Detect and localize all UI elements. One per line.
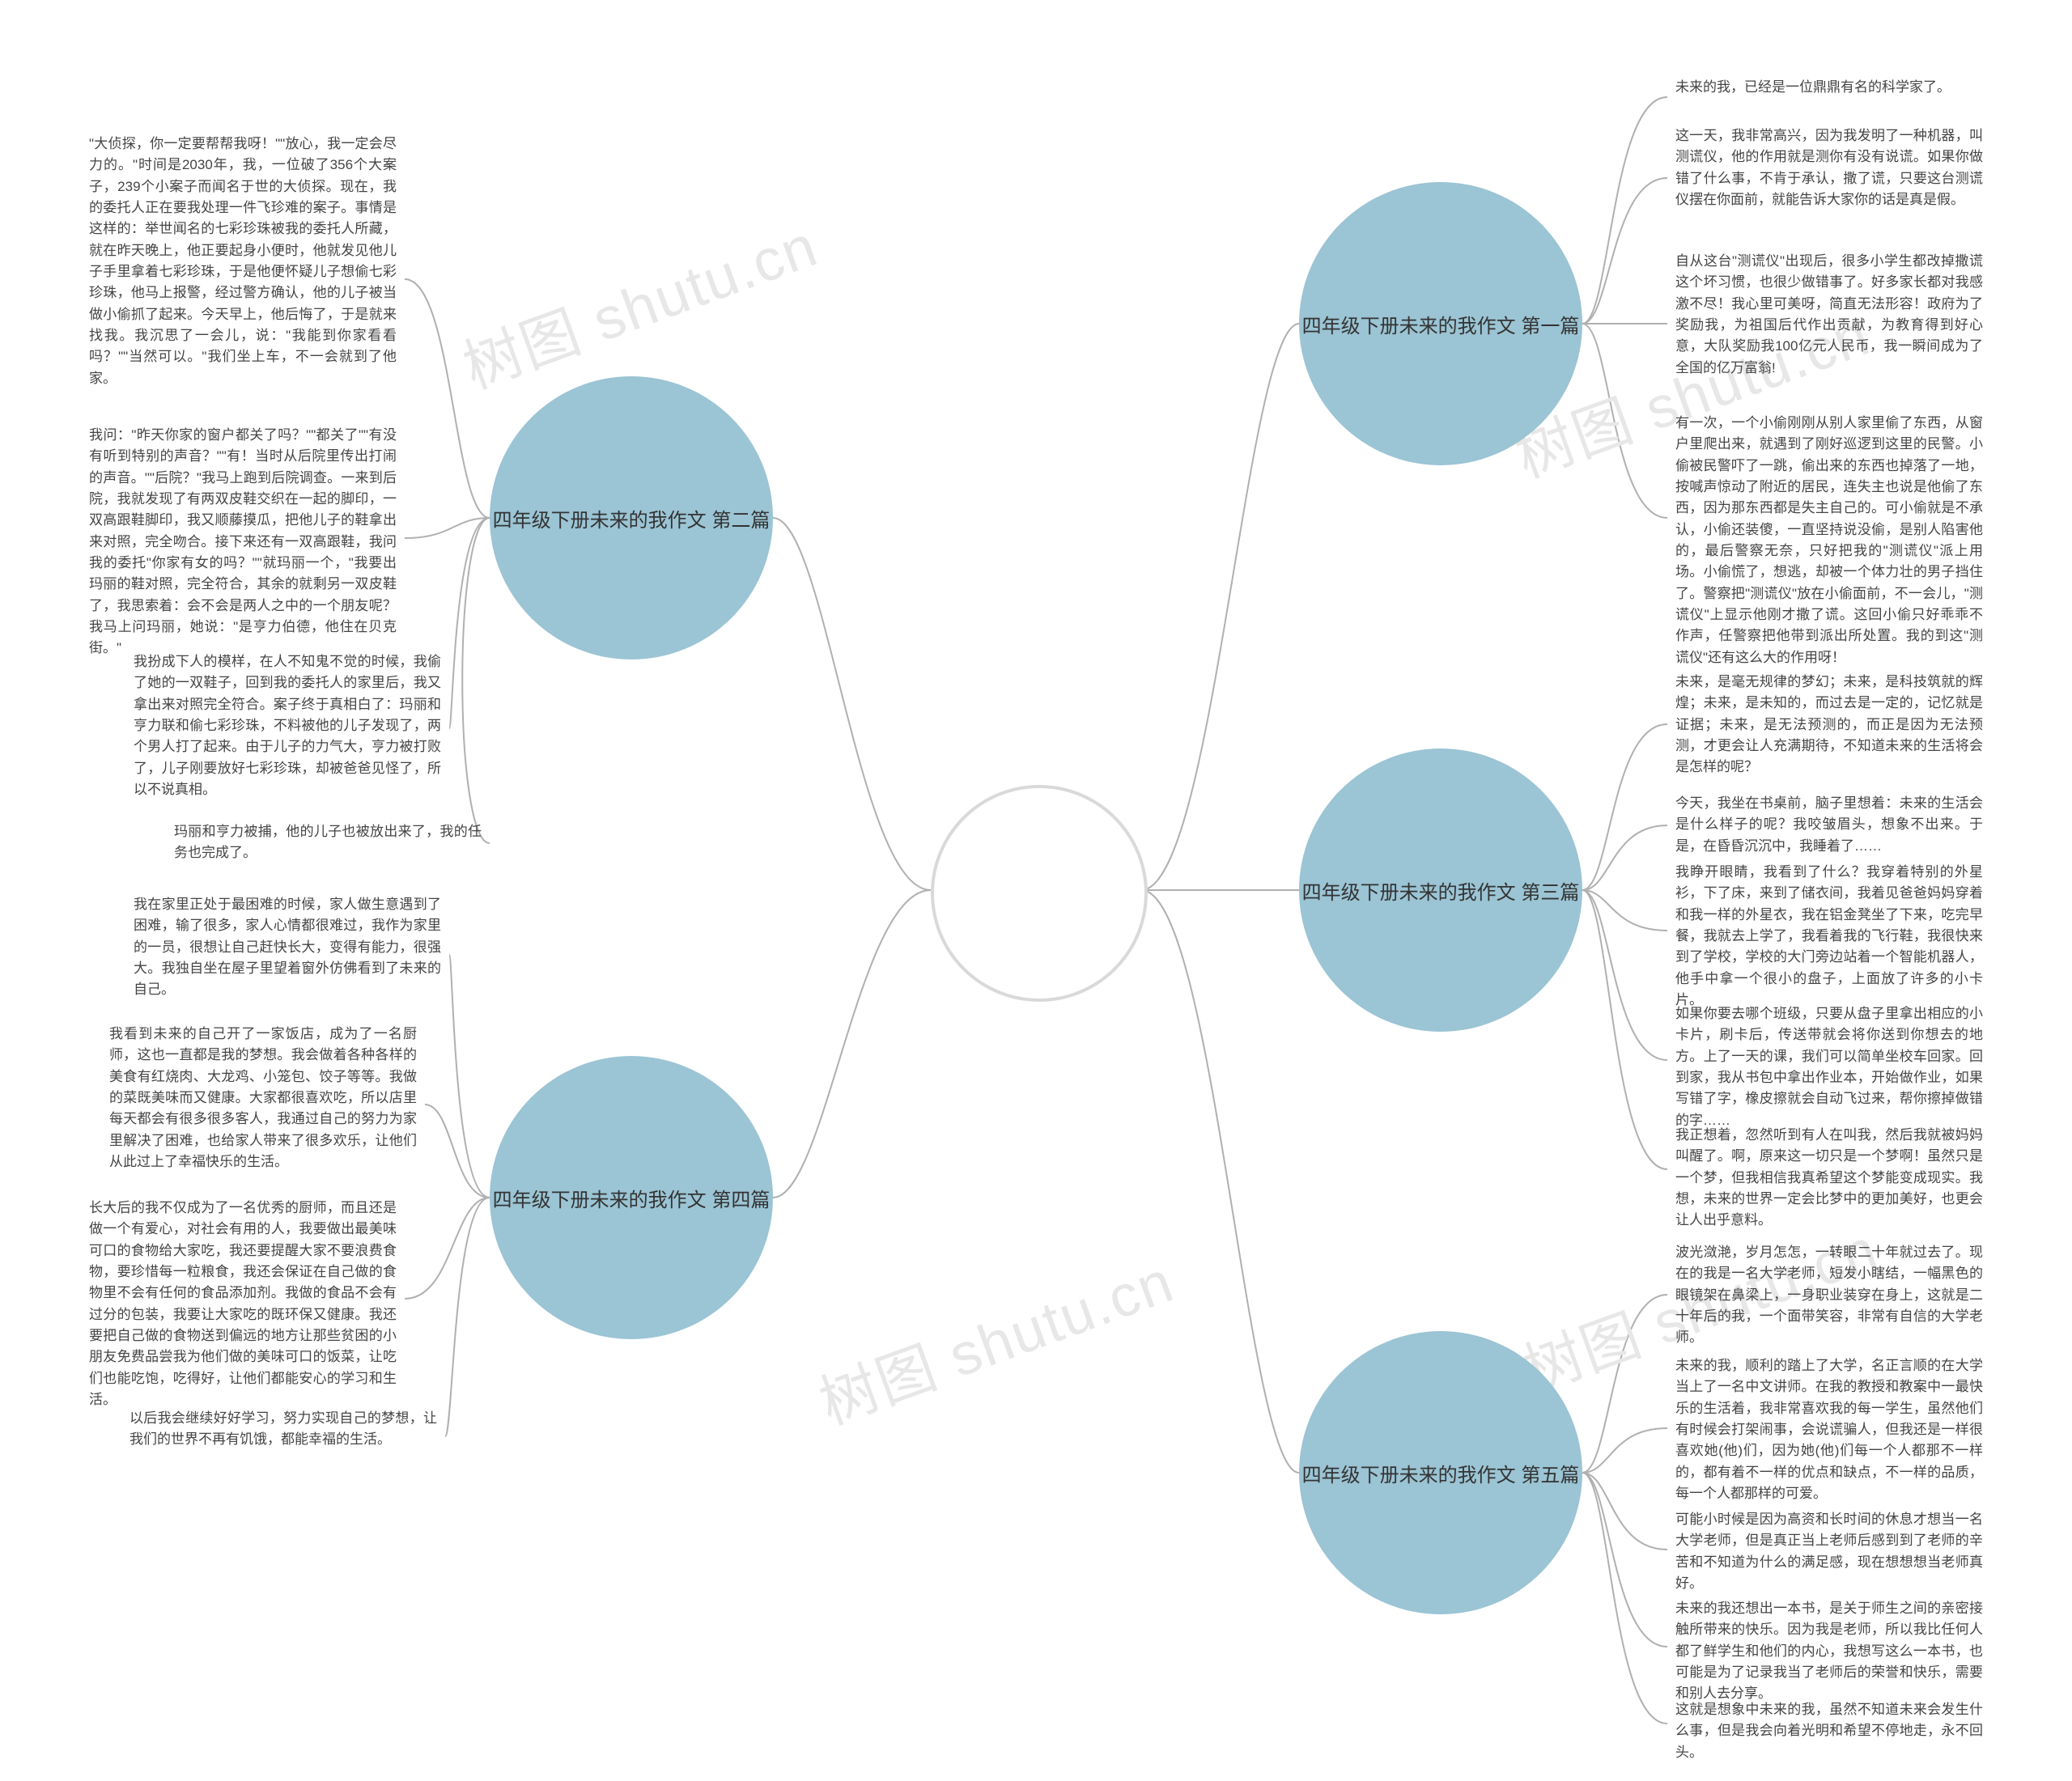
leaf-text: 如果你要去哪个班级，只要从盘子里拿出相应的小卡片，刷卡后，传送带就会将你送到你想… xyxy=(1675,1003,1983,1131)
branch-label: 四年级下册未来的我作文 第三篇 xyxy=(1302,876,1580,905)
branch-label: 四年级下册未来的我作文 第五篇 xyxy=(1302,1459,1580,1487)
leaf-text: 我扮成下人的模样，在人不知鬼不觉的时候，我偷了她的一双鞋子，回到我的委托人的家里… xyxy=(134,651,441,800)
leaf-text: 未来的我，顺利的踏上了大学，名正言顺的在大学当上了一名中文讲师。在我的教授和教案… xyxy=(1675,1355,1983,1504)
leaf-text: 我问："昨天你家的窗户都关了吗？""都关了""有没有听到特别的声音？""有！当时… xyxy=(89,425,397,659)
mindmap-canvas: 树图 shutu.cn 树图 shutu.cn 树图 shutu.cn 树图 s… xyxy=(0,0,2072,1781)
center-node[interactable] xyxy=(931,785,1148,1002)
branch-node-2[interactable]: 四年级下册未来的我作文 第二篇 xyxy=(490,376,773,659)
leaf-text: 今天，我坐在书桌前，脑子里想着：未来的生活会是什么样子的呢？我咬皱眉头，想象不出… xyxy=(1675,793,1983,857)
leaf-text: 我看到未来的自己开了一家饭店，成为了一名厨师，这也一直都是我的梦想。我会做着各种… xyxy=(109,1024,417,1172)
branch-label: 四年级下册未来的我作文 第四篇 xyxy=(493,1184,771,1212)
watermark: 树图 shutu.cn xyxy=(450,198,827,405)
leaf-text: 玛丽和亨力被捕，他的儿子也被放出来了，我的任务也完成了。 xyxy=(174,821,482,864)
branch-label: 四年级下册未来的我作文 第二篇 xyxy=(493,504,771,532)
branch-node-1[interactable]: 四年级下册未来的我作文 第一篇 xyxy=(1299,182,1582,465)
leaf-text: "大侦探，你一定要帮帮我呀！""放心，我一定会尽力的。"时间是2030年，我，一… xyxy=(89,134,397,389)
leaf-text: 这一天，我非常高兴，因为我发明了一种机器，叫测谎仪，他的作用就是测你有没有说谎。… xyxy=(1675,125,1983,210)
leaf-text: 自从这台"测谎仪"出现后，很多小学生都改掉撒谎这个坏习惯，也很少做错事了。好多家… xyxy=(1675,251,1983,379)
leaf-text: 以后我会继续好好学习，努力实现自己的梦想，让我们的世界不再有饥饿，都能幸福的生活… xyxy=(130,1408,437,1451)
leaf-text: 未来，是毫无规律的梦幻；未来，是科技筑就的辉煌；未来，是未知的，而过去是一定的，… xyxy=(1675,672,1983,778)
leaf-text: 未来的我还想出一本书，是关于师生之间的亲密接触所带来的快乐。因为我是老师，所以我… xyxy=(1675,1598,1983,1705)
leaf-text: 长大后的我不仅成为了一名优秀的厨师，而且还是做一个有爱心，对社会有用的人，我要做… xyxy=(89,1198,397,1410)
branch-node-5[interactable]: 四年级下册未来的我作文 第五篇 xyxy=(1299,1331,1582,1614)
watermark: 树图 shutu.cn xyxy=(806,1234,1183,1440)
branch-node-4[interactable]: 四年级下册未来的我作文 第四篇 xyxy=(490,1056,773,1339)
leaf-text: 波光潋滟，岁月怎怎，一转眼二十年就过去了。现在的我是一名大学老师，短发小瞎结，一… xyxy=(1675,1242,1983,1349)
branch-label: 四年级下册未来的我作文 第一篇 xyxy=(1302,310,1580,338)
leaf-text: 我正想着，忽然听到有人在叫我，然后我就被妈妈叫醒了。啊，原来这一切只是一个梦啊！… xyxy=(1675,1125,1983,1232)
leaf-text: 有一次，一个小偷刚刚从别人家里偷了东西，从窗户里爬出来，就遇到了刚好巡逻到这里的… xyxy=(1675,413,1983,668)
leaf-text: 我在家里正处于最困难的时候，家人做生意遇到了困难，输了很多，家人心情都很难过，我… xyxy=(134,894,441,1001)
leaf-text: 这就是想象中未来的我，虽然不知道未来会发生什么事，但是我会向着光明和希望不停地走… xyxy=(1675,1699,1983,1763)
branch-node-3[interactable]: 四年级下册未来的我作文 第三篇 xyxy=(1299,748,1582,1032)
leaf-text: 可能小时候是因为高资和长时间的休息才想当一名大学老师，但是真正当上老师后感到到了… xyxy=(1675,1509,1983,1594)
leaf-text: 未来的我，已经是一位鼎鼎有名的科学家了。 xyxy=(1675,77,1983,98)
leaf-text: 我睁开眼睛，我看到了什么？我穿着特别的外星衫，下了床，来到了储衣间，我着见爸爸妈… xyxy=(1675,862,1983,1011)
